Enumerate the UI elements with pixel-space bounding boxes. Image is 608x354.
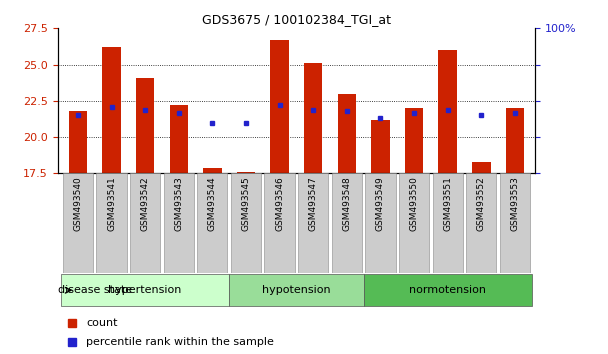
Bar (69, 111, 87, 173)
Bar (364, 274, 531, 306)
Bar (438, 50, 457, 173)
Bar (231, 173, 261, 273)
Text: GSM493547: GSM493547 (309, 176, 318, 231)
Text: GSM493546: GSM493546 (275, 176, 284, 231)
Text: GSM493548: GSM493548 (342, 176, 351, 231)
Bar (365, 173, 396, 273)
Text: GSM493545: GSM493545 (241, 176, 250, 231)
Bar (61, 274, 229, 306)
Text: count: count (86, 318, 118, 328)
Bar (271, 40, 289, 173)
Text: GSM493553: GSM493553 (510, 176, 519, 231)
Bar (432, 173, 463, 273)
Text: GSM493551: GSM493551 (443, 176, 452, 231)
Text: GSM493550: GSM493550 (410, 176, 418, 231)
Text: normotension: normotension (409, 285, 486, 295)
Bar (102, 47, 121, 173)
Bar (466, 173, 496, 273)
Bar (203, 168, 221, 173)
Bar (304, 63, 322, 173)
Text: GSM493542: GSM493542 (140, 176, 150, 231)
Bar (136, 78, 154, 173)
Bar (405, 108, 423, 173)
Bar (237, 172, 255, 173)
Bar (197, 173, 227, 273)
Text: GSM493540: GSM493540 (74, 176, 83, 231)
Text: GSM493541: GSM493541 (107, 176, 116, 231)
Text: GSM493543: GSM493543 (174, 176, 183, 231)
Bar (97, 173, 126, 273)
Title: GDS3675 / 100102384_TGI_at: GDS3675 / 100102384_TGI_at (202, 13, 391, 26)
Bar (337, 94, 356, 173)
Bar (500, 173, 530, 273)
Text: percentile rank within the sample: percentile rank within the sample (86, 337, 274, 347)
Text: hypotension: hypotension (262, 285, 331, 295)
Bar (298, 173, 328, 273)
Text: GSM493552: GSM493552 (477, 176, 486, 231)
Text: GSM493544: GSM493544 (208, 176, 217, 231)
Bar (130, 173, 161, 273)
Bar (264, 173, 295, 273)
Bar (506, 108, 524, 173)
Bar (63, 173, 93, 273)
Text: hypertension: hypertension (108, 285, 182, 295)
Text: disease state: disease state (58, 285, 132, 295)
Bar (164, 173, 194, 273)
Bar (472, 162, 491, 173)
Bar (229, 274, 364, 306)
Bar (371, 120, 390, 173)
Bar (332, 173, 362, 273)
Bar (399, 173, 429, 273)
Text: GSM493549: GSM493549 (376, 176, 385, 231)
Bar (170, 105, 188, 173)
